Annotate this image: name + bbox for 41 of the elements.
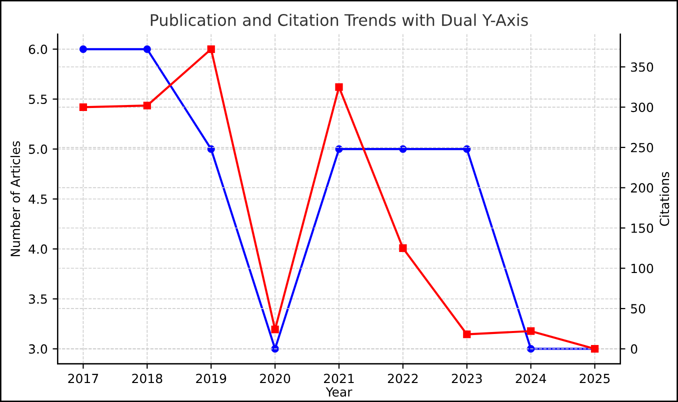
y2-tick-label: 250: [631, 142, 654, 152]
y2-tick-label: 350: [631, 62, 654, 72]
x-tick-label: 2021: [324, 374, 354, 384]
y-axis-title: Number of Articles: [10, 141, 20, 256]
point: [271, 326, 279, 334]
x-tick-label: 2019: [196, 374, 226, 384]
y2-tick-label: 150: [631, 223, 654, 233]
y2-tick-label: 200: [631, 183, 654, 193]
point: [399, 244, 407, 252]
x-tick-label: 2024: [516, 374, 546, 384]
y2-axis-title: Citations: [660, 172, 670, 226]
point: [271, 345, 279, 353]
x-tick-label: 2022: [388, 374, 418, 384]
point: [527, 327, 535, 335]
x-axis-title: Year: [326, 387, 352, 397]
point: [79, 45, 88, 53]
x-tick-label: 2020: [260, 374, 290, 384]
x-tick-label: 2017: [68, 374, 98, 384]
point: [143, 102, 151, 110]
y-tick-label: 4.0: [28, 244, 48, 254]
y-tick-label: 5.0: [28, 144, 48, 154]
y-tick-label: 5.5: [28, 94, 47, 104]
y2-tick-label: 0: [630, 344, 638, 354]
point: [335, 83, 343, 91]
y2-tick-label: 300: [631, 102, 654, 112]
y-tick-label: 3.5: [28, 294, 47, 304]
chart-title: Publication and Citation Trends with Dual Y-Axis: [150, 14, 528, 26]
y2-tick-label: 50: [631, 304, 646, 314]
point: [143, 45, 151, 53]
point: [207, 45, 215, 53]
x-tick-label: 2023: [452, 374, 482, 384]
y-tick-label: 3.0: [28, 344, 48, 354]
point: [463, 145, 471, 153]
y-tick-label: 6.0: [28, 44, 48, 54]
y2-tick-label: 100: [631, 264, 654, 274]
point: [79, 103, 88, 111]
x-tick-label: 2018: [132, 374, 162, 384]
x-tick-label: 2025: [580, 374, 610, 384]
point: [527, 345, 535, 353]
point: [463, 330, 471, 338]
y-tick-label: 4.5: [28, 194, 47, 204]
